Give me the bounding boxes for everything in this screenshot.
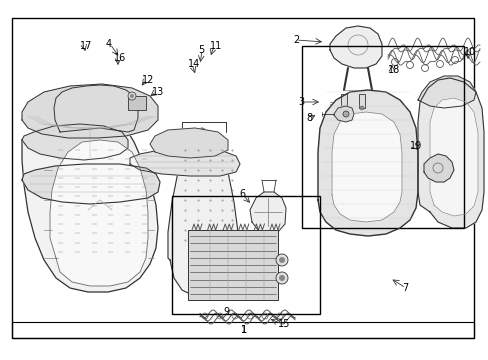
Text: 8: 8: [305, 113, 311, 123]
Text: 13: 13: [152, 87, 164, 97]
Bar: [128, 96, 146, 110]
Text: 1: 1: [241, 325, 246, 335]
Text: 7: 7: [401, 283, 407, 293]
Text: 19: 19: [409, 141, 421, 151]
Circle shape: [275, 272, 287, 284]
Polygon shape: [417, 76, 475, 108]
Bar: [172, 196, 319, 314]
Circle shape: [275, 254, 287, 266]
Circle shape: [342, 111, 348, 117]
Circle shape: [130, 94, 134, 98]
Polygon shape: [168, 128, 240, 298]
Polygon shape: [417, 78, 483, 228]
Text: 2: 2: [293, 35, 299, 45]
Text: 11: 11: [209, 41, 222, 51]
Text: 4: 4: [106, 39, 112, 49]
Circle shape: [206, 277, 213, 283]
Polygon shape: [317, 90, 417, 236]
Text: 14: 14: [187, 59, 200, 69]
Circle shape: [359, 106, 363, 110]
Bar: [12, 322, 473, 338]
Polygon shape: [130, 148, 240, 176]
Text: 9: 9: [223, 307, 228, 317]
Text: 12: 12: [142, 75, 154, 85]
Polygon shape: [331, 112, 401, 222]
Text: 16: 16: [114, 53, 126, 63]
Polygon shape: [22, 84, 158, 138]
Polygon shape: [429, 98, 477, 216]
Polygon shape: [329, 26, 381, 68]
Text: 3: 3: [297, 97, 304, 107]
Circle shape: [279, 275, 285, 281]
Polygon shape: [22, 124, 128, 160]
Polygon shape: [22, 128, 158, 292]
Circle shape: [341, 106, 346, 110]
Text: 1: 1: [241, 325, 246, 335]
Bar: [302, 46, 463, 228]
Ellipse shape: [195, 248, 215, 262]
Polygon shape: [54, 85, 138, 132]
Text: 17: 17: [80, 41, 92, 51]
Bar: [187, 230, 278, 300]
Circle shape: [128, 92, 136, 100]
Text: 18: 18: [387, 65, 400, 75]
Bar: [358, 94, 364, 108]
Circle shape: [279, 257, 285, 263]
Polygon shape: [423, 154, 453, 182]
Text: 5: 5: [198, 45, 204, 55]
Circle shape: [192, 277, 198, 283]
Circle shape: [219, 277, 224, 283]
Text: 10: 10: [463, 47, 475, 57]
Polygon shape: [150, 128, 227, 158]
Text: 15: 15: [278, 319, 290, 329]
Polygon shape: [249, 192, 285, 234]
Polygon shape: [22, 164, 160, 204]
Polygon shape: [50, 140, 148, 286]
Polygon shape: [333, 106, 353, 122]
Bar: [12, 18, 473, 338]
Bar: [340, 94, 346, 108]
Text: 6: 6: [240, 189, 245, 199]
